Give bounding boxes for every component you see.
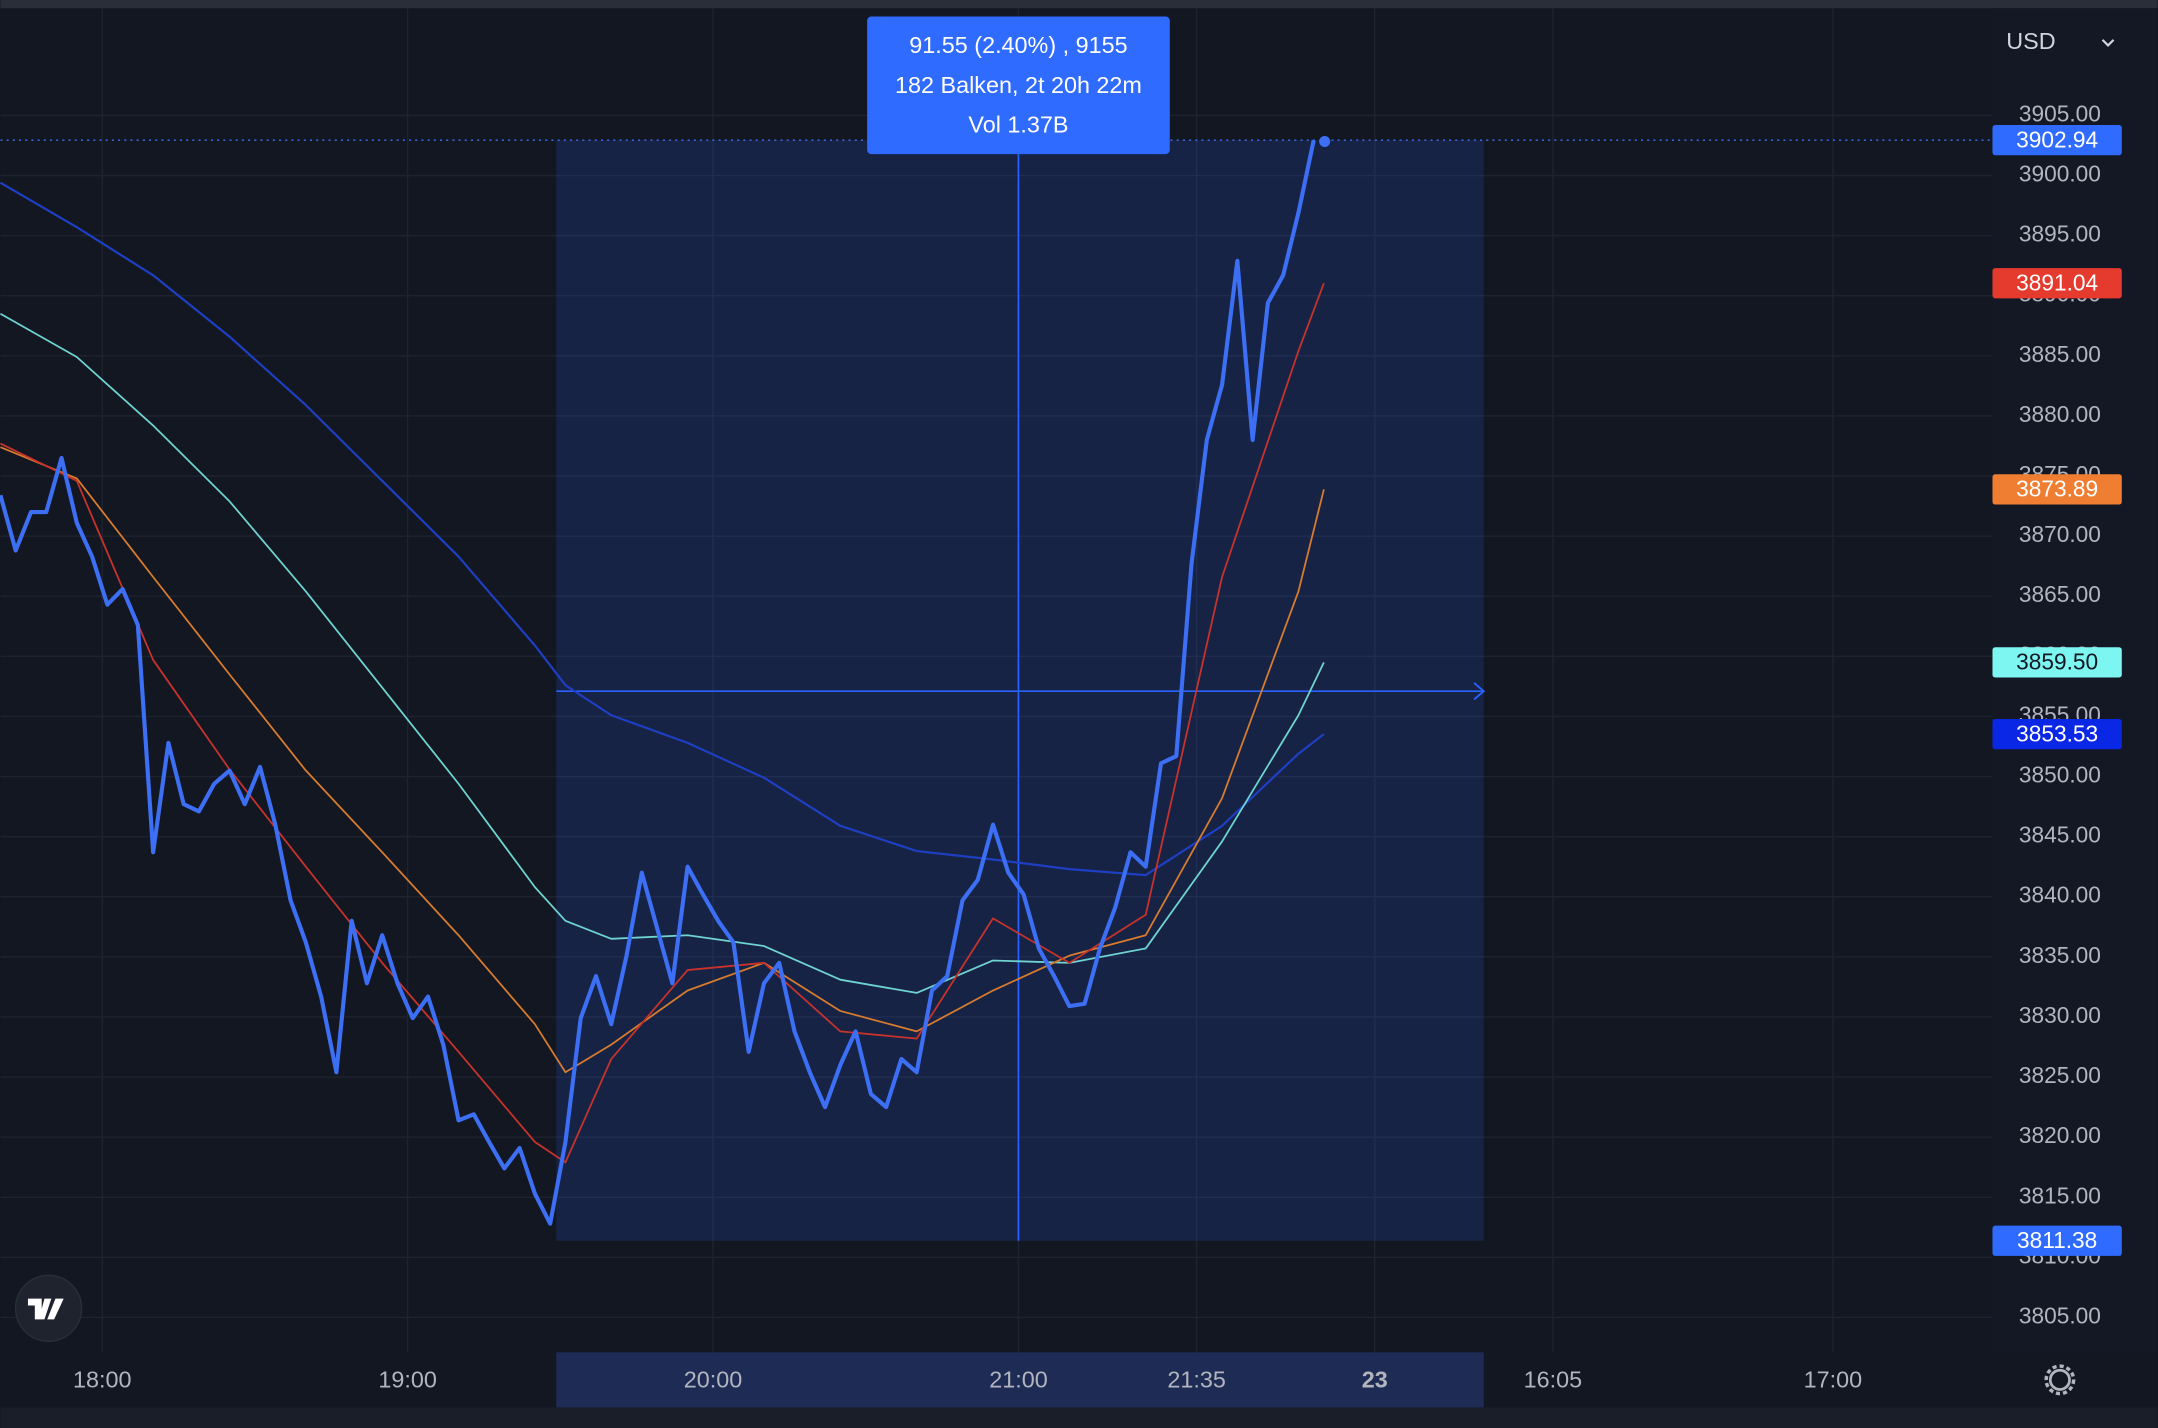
axes: 3805.003810.003815.003820.003825.003830.…	[73, 100, 2122, 1392]
bottom-border	[0, 1407, 2158, 1428]
x-tick-label: 17:00	[1804, 1366, 1863, 1392]
grid	[0, 8, 1993, 1353]
tooltip-line: 182 Balken, 2t 20h 22m	[895, 72, 1142, 98]
tooltip-line: Vol 1.37B	[968, 112, 1068, 138]
tradingview-logo[interactable]	[14, 1274, 83, 1343]
y-tick-label: 3815.00	[2019, 1182, 2101, 1208]
last-point	[1319, 136, 1331, 148]
price-badge-label: 3811.38	[2017, 1227, 2097, 1253]
y-tick-label: 3900.00	[2019, 161, 2101, 187]
y-tick-label: 3820.00	[2019, 1122, 2101, 1148]
price-badge-label: 3853.53	[2016, 720, 2098, 746]
series-line	[0, 282, 1325, 1164]
series-lines	[0, 136, 1993, 1226]
measure-tooltip: 91.55 (2.40%) , 9155 182 Balken, 2t 20h 2…	[867, 16, 1170, 155]
x-tick-label: 19:00	[378, 1366, 437, 1392]
logo-mark[interactable]	[27, 1298, 64, 1320]
price-badge	[1992, 718, 2122, 750]
price-badge	[1992, 125, 2122, 156]
y-tick-label: 3895.00	[2019, 221, 2101, 247]
measure-tool	[556, 140, 1486, 1408]
currency-label[interactable]: USD	[2006, 28, 2055, 54]
top-border	[0, 0, 2158, 9]
currency-chevron[interactable]	[2101, 39, 2115, 47]
series-line	[0, 312, 1325, 994]
tooltip-line: 91.55 (2.40%) , 9155	[909, 32, 1127, 58]
series-line	[0, 181, 1325, 877]
y-tick-label: 3835.00	[2019, 942, 2101, 968]
price-badge	[1992, 1225, 2122, 1256]
y-tick-label: 3865.00	[2019, 581, 2101, 607]
x-tick-label: 16:05	[1524, 1366, 1582, 1392]
logo-circle[interactable]	[14, 1274, 83, 1343]
y-tick-label: 3830.00	[2019, 1002, 2101, 1028]
x-tick-label: 18:00	[73, 1366, 132, 1392]
gear-teeth[interactable]	[2044, 1364, 2076, 1396]
y-tick-label: 3850.00	[2019, 762, 2101, 788]
y-tick-label: 3805.00	[2019, 1302, 2101, 1328]
y-tick-label: 3880.00	[2019, 401, 2101, 427]
price-badge-label: 3873.89	[2016, 476, 2098, 502]
price-badge	[1992, 474, 2122, 505]
x-tick-label: 20:00	[684, 1366, 743, 1392]
x-tick-label: 23	[1362, 1366, 1388, 1392]
y-tick-label: 3870.00	[2019, 521, 2101, 547]
price-axis-panel	[1992, 8, 2158, 1353]
gear-ring[interactable]	[2048, 1368, 2071, 1391]
crosshair-arrow	[1473, 682, 1486, 701]
price-badge-label: 3902.94	[2016, 127, 2098, 153]
price-badge	[1992, 268, 2122, 299]
x-tick-label: 21:35	[1167, 1366, 1226, 1392]
x-tick-label: 21:00	[989, 1366, 1048, 1392]
series-line	[0, 446, 1325, 1074]
time-axis-range	[556, 1352, 1484, 1408]
price-badge-label: 3891.04	[2016, 270, 2098, 296]
y-tick-label: 3825.00	[2019, 1062, 2101, 1088]
tooltip-box	[867, 16, 1170, 155]
price-badge-label: 3859.50	[2016, 649, 2098, 675]
y-tick-label: 3840.00	[2019, 882, 2101, 908]
y-tick-label: 3905.00	[2019, 100, 2101, 126]
series-line	[0, 139, 1316, 1226]
price-badge	[1992, 647, 2122, 678]
settings-gear[interactable]	[2044, 1364, 2076, 1396]
y-tick-label: 3885.00	[2019, 341, 2101, 367]
y-tick-label: 3845.00	[2019, 822, 2101, 848]
